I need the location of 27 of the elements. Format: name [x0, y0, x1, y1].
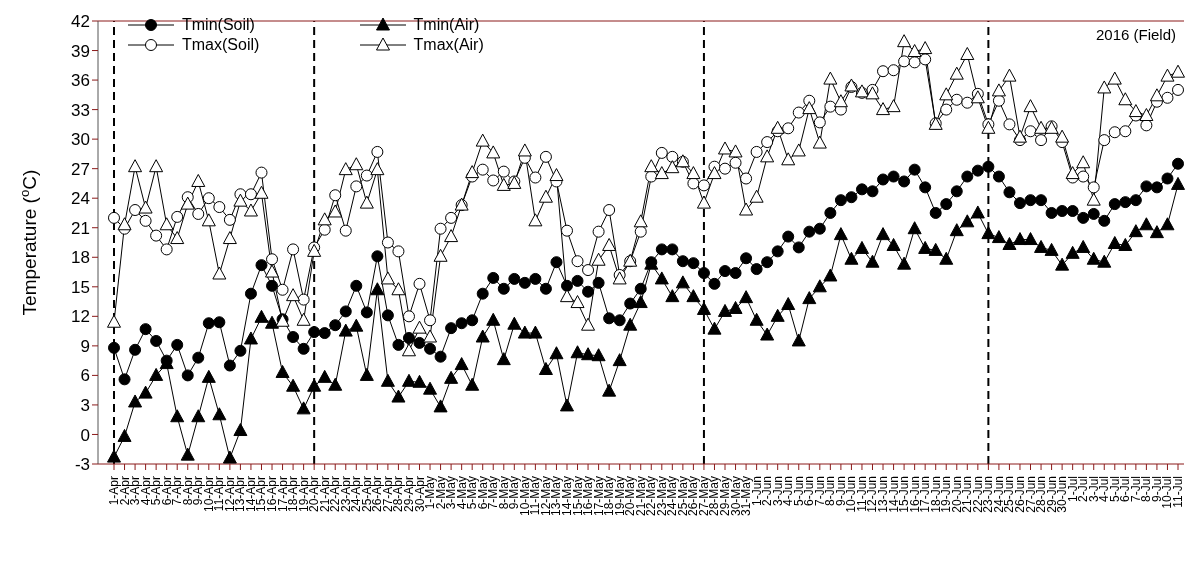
annotation: 2016 (Field) [1095, 26, 1176, 43]
y-tick-label: 36 [71, 71, 90, 91]
legend-label: Tmin(Soil) [182, 16, 255, 34]
y-tick-label: 42 [71, 12, 90, 32]
y-tick-label: 30 [71, 130, 90, 150]
x-tick-label: 24-Jun [991, 476, 1006, 513]
y-tick-label: 21 [71, 218, 90, 238]
legend-label: Tmin(Air) [413, 16, 480, 34]
y-tick-label: 27 [71, 159, 90, 179]
x-tick-label: 11-Jul [1171, 476, 1185, 508]
x-tick-label: 26-Jun [1012, 476, 1027, 513]
y-tick-label: 18 [71, 248, 90, 268]
legend-label: Tmax(Soil) [182, 36, 260, 54]
x-tick-label: 11-Jun [854, 476, 869, 512]
y-tick-label: 12 [71, 307, 90, 327]
y-tick-label: 33 [71, 100, 90, 120]
y-tick-label: 3 [80, 395, 90, 415]
y-tick-label: 24 [71, 189, 90, 209]
y-tick-label: 39 [71, 41, 90, 61]
y-tick-label: 15 [71, 277, 90, 297]
x-tick-label: 9-Jun [833, 476, 848, 507]
legend-label: Tmax(Air) [413, 36, 484, 54]
y-tick-label: 0 [80, 425, 90, 445]
y-tick-label: 9 [80, 336, 90, 356]
y-tick-label: -3 [74, 455, 90, 475]
y-tick-label: 6 [80, 366, 90, 386]
x-tick-label: 9-Jul [1149, 476, 1164, 503]
